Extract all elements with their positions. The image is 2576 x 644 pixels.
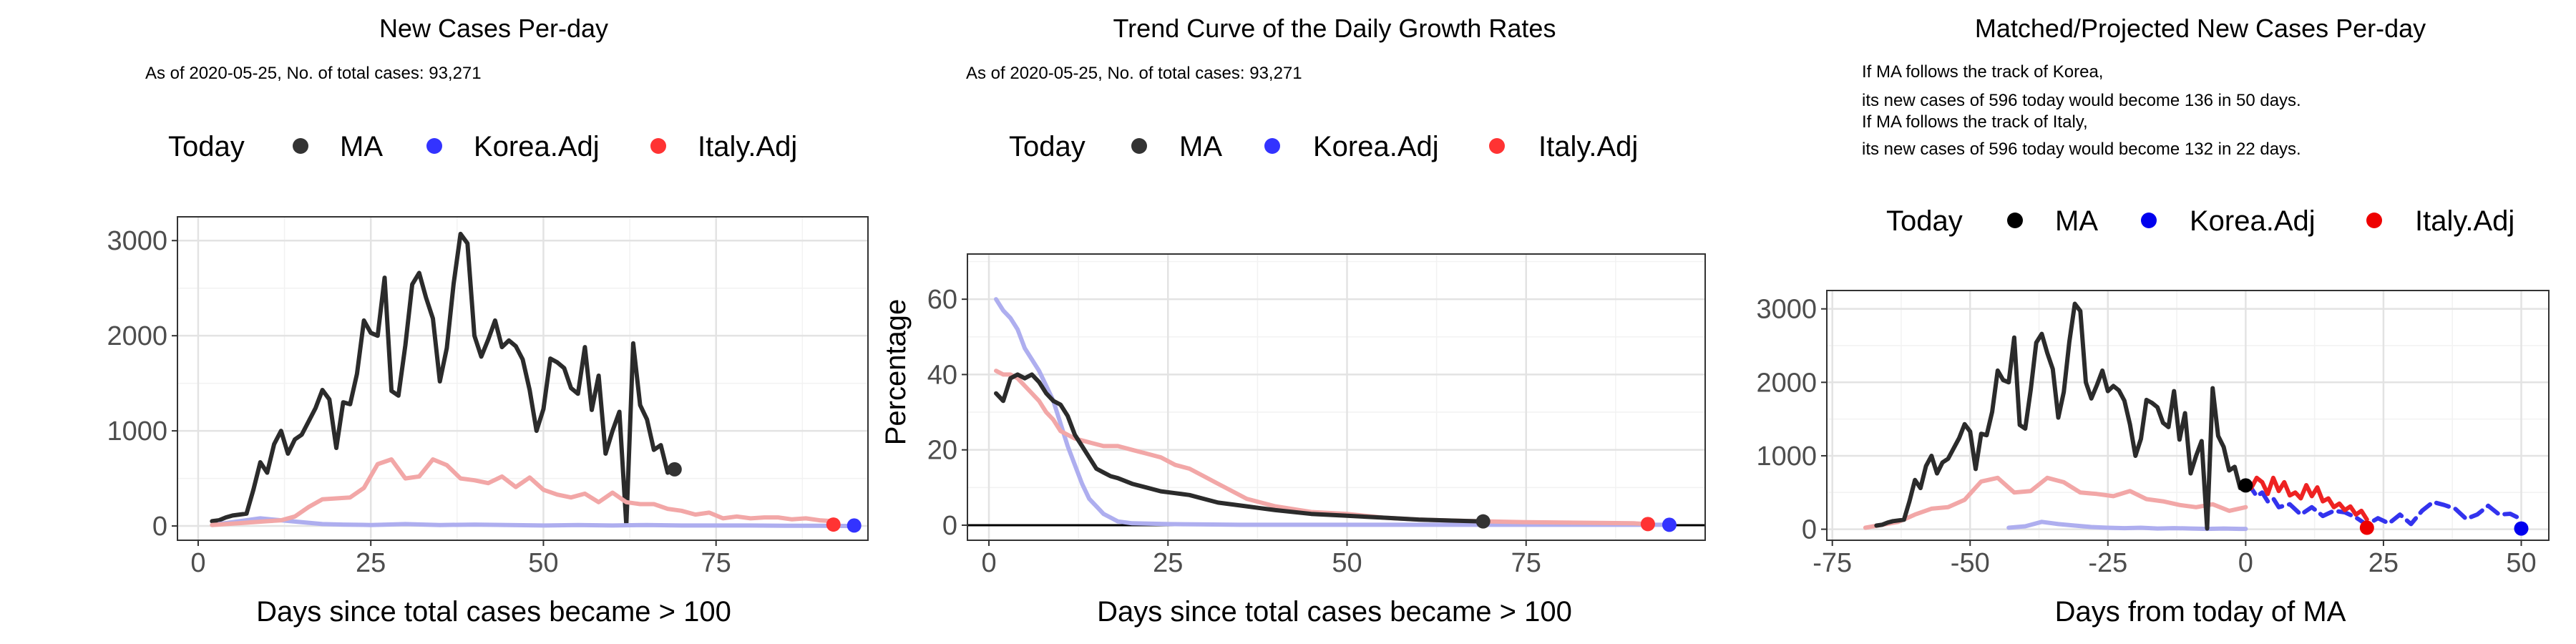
series-line-italy-adj xyxy=(1863,475,2248,530)
annotation-line: If MA follows the track of Italy, xyxy=(1862,112,2088,132)
x-tick-label: 0 xyxy=(981,548,996,578)
panel-new-cases: New Cases Per-day As of 2020-05-25, No. … xyxy=(107,14,869,628)
y-tick-label: 2000 xyxy=(107,321,167,351)
plot-area: 0 25 50 75 0 20 40 60 xyxy=(927,253,1706,578)
plot-border xyxy=(1826,290,2550,541)
chart-title: New Cases Per-day xyxy=(379,14,608,43)
x-tick-label: 75 xyxy=(701,548,731,578)
x-tick-label: 25 xyxy=(1153,548,1183,578)
y-tick-label: 0 xyxy=(152,512,167,542)
today-point-korea-adj xyxy=(1662,517,1677,532)
legend-swatch-korea xyxy=(2141,213,2157,228)
legend-label-korea: Korea.Adj xyxy=(2190,205,2316,237)
y-tick-label: 60 xyxy=(927,285,957,315)
x-axis-title: Days since total cases became > 100 xyxy=(256,596,731,628)
series-line-korea-adj xyxy=(2006,519,2248,532)
y-tick-label: 2000 xyxy=(1756,368,1817,398)
x-tick-label: 0 xyxy=(190,548,205,578)
legend-swatch-korea xyxy=(426,138,442,154)
legend-swatch-ma xyxy=(1131,138,1147,154)
y-tick-label: 40 xyxy=(927,360,957,390)
plot-border xyxy=(967,253,1706,541)
plot-border xyxy=(177,216,869,541)
x-tick-label: -25 xyxy=(2088,548,2127,578)
annotation-line: its new cases of 596 today would become … xyxy=(1862,140,2301,159)
x-tick-label: 50 xyxy=(528,548,558,578)
x-tick-label: 50 xyxy=(1332,548,1362,578)
legend-label-ma: MA xyxy=(2055,205,2098,237)
x-axis-title: Days since total cases became > 100 xyxy=(1097,596,1572,628)
y-tick-label: 0 xyxy=(942,511,957,541)
legend: Today MA Korea.Adj Italy.Adj xyxy=(168,131,797,162)
today-point-korea-adj xyxy=(2514,521,2529,536)
series-line-italy-adj xyxy=(210,457,836,527)
legend-swatch-ma xyxy=(293,138,308,154)
plot-area: 0 25 50 75 0 1000 2000 3000 xyxy=(107,216,869,578)
today-point-korea-adj xyxy=(847,518,862,533)
y-tick-label: 0 xyxy=(1802,515,1817,545)
panel-growth-rates: Trend Curve of the Daily Growth Rates As… xyxy=(880,14,1706,628)
y-tick-label: 3000 xyxy=(1756,295,1817,325)
chart-subtitle: As of 2020-05-25, No. of total cases: 93… xyxy=(966,64,1302,83)
y-axis-title: Percentage xyxy=(880,299,912,446)
today-point-ma xyxy=(2238,478,2253,493)
x-tick-label: -50 xyxy=(1951,548,1990,578)
legend-label-korea: Korea.Adj xyxy=(474,131,600,162)
legend: Today MA Korea.Adj Italy.Adj xyxy=(1886,205,2514,237)
annotation-line: its new cases of 596 today would become … xyxy=(1862,91,2301,110)
series-line-korea-adj xyxy=(216,516,857,529)
today-point-italy-adj xyxy=(2359,520,2374,535)
legend-label-korea: Korea.Adj xyxy=(1313,131,1439,162)
y-tick-label: 1000 xyxy=(1756,441,1817,472)
legend-label-ma: MA xyxy=(1179,131,1222,162)
legend-label-italy: Italy.Adj xyxy=(698,131,797,162)
series-line-ma xyxy=(994,372,1485,524)
today-point-ma xyxy=(1475,514,1491,529)
y-tick-label: 1000 xyxy=(107,416,167,447)
panel-projected-cases: Matched/Projected New Cases Per-day If M… xyxy=(1756,14,2550,628)
series-line-ma xyxy=(1874,301,2248,531)
legend: Today MA Korea.Adj Italy.Adj xyxy=(1009,131,1638,162)
legend-label-ma: MA xyxy=(340,131,383,162)
legend-swatch-ma xyxy=(2007,213,2023,228)
today-point-ma xyxy=(667,462,682,477)
chart-title: Matched/Projected New Cases Per-day xyxy=(1975,14,2426,43)
legend-title: Today xyxy=(1886,205,1963,237)
annotation-line: If MA follows the track of Korea, xyxy=(1862,62,2103,82)
chart-subtitle: As of 2020-05-25, No. of total cases: 93… xyxy=(145,64,482,83)
series-line-ma xyxy=(210,231,677,527)
x-tick-label: 50 xyxy=(2506,548,2536,578)
x-tick-label: 75 xyxy=(1511,548,1541,578)
legend-swatch-italy xyxy=(2366,213,2382,228)
legend-swatch-italy xyxy=(650,138,666,154)
y-tick-label: 20 xyxy=(927,436,957,466)
series-line-korea-adj xyxy=(994,297,1672,527)
legend-title: Today xyxy=(168,131,245,162)
today-point-italy-adj xyxy=(826,517,841,532)
x-tick-label: -75 xyxy=(1813,548,1852,578)
series-line-italy-adj xyxy=(2243,475,2369,522)
x-tick-label: 25 xyxy=(356,548,386,578)
legend-swatch-italy xyxy=(1489,138,1505,154)
x-tick-label: 0 xyxy=(2238,548,2253,578)
today-point-italy-adj xyxy=(1640,517,1655,532)
legend-label-italy: Italy.Adj xyxy=(2415,205,2514,237)
legend-label-italy: Italy.Adj xyxy=(1538,131,1638,162)
x-tick-label: 25 xyxy=(2368,548,2399,578)
chart-title: Trend Curve of the Daily Growth Rates xyxy=(1113,14,1556,43)
plot-area: -75 -50 -25 0 25 50 0 1000 2000 3000 xyxy=(1756,290,2550,578)
legend-swatch-korea xyxy=(1264,138,1280,154)
x-axis-title: Days from today of MA xyxy=(2055,596,2346,628)
y-tick-label: 3000 xyxy=(107,226,167,256)
legend-title: Today xyxy=(1009,131,1085,162)
